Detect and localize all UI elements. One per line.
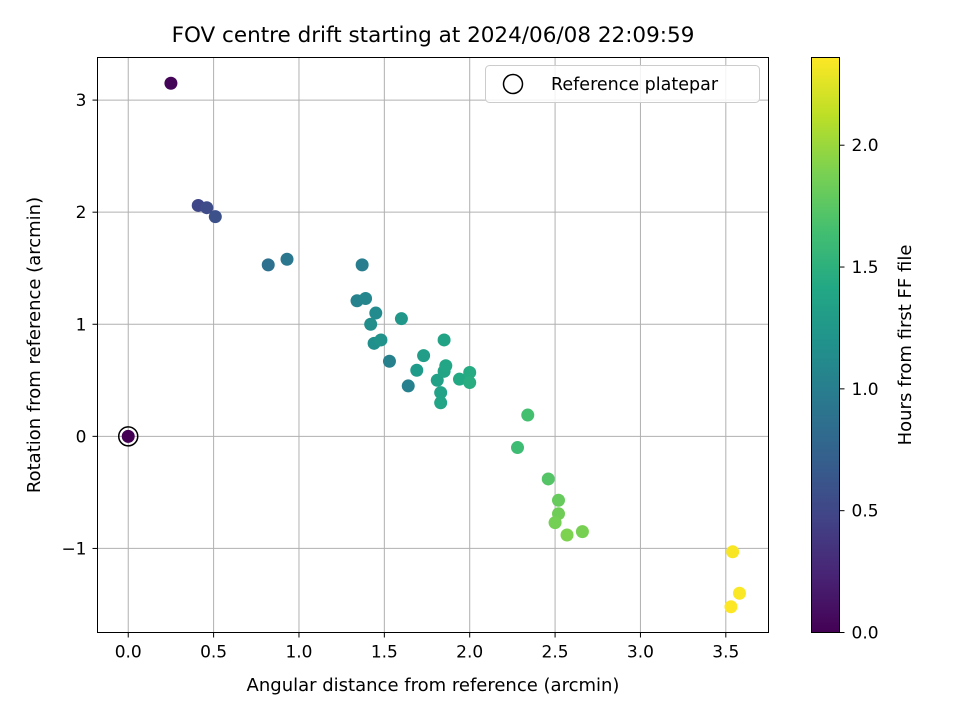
data-point — [434, 396, 448, 410]
data-point — [355, 258, 369, 272]
data-point — [382, 354, 396, 368]
colorbar-title: Hours from first FF file — [895, 245, 916, 446]
data-point — [369, 306, 383, 320]
x-tick-label: 0.5 — [200, 643, 227, 663]
legend-label-reference: Reference platepar — [551, 75, 719, 95]
data-point — [417, 349, 431, 363]
y-axis-title: Rotation from reference (arcmin) — [24, 197, 45, 493]
data-point — [437, 333, 451, 347]
data-point — [575, 525, 589, 539]
data-point — [511, 441, 525, 455]
data-point — [430, 373, 444, 387]
data-point — [463, 376, 477, 390]
colorbar-tick-label: 0.5 — [852, 502, 879, 522]
data-point — [394, 312, 408, 326]
x-axis-title: Angular distance from reference (arcmin) — [247, 675, 620, 696]
data-point — [732, 586, 746, 600]
data-point — [410, 363, 424, 377]
y-tick-label: 2 — [76, 203, 87, 223]
data-point — [452, 372, 466, 386]
data-point — [463, 365, 477, 379]
data-point — [121, 429, 135, 443]
legend-box — [485, 65, 760, 103]
x-tick-label: 2.5 — [542, 643, 569, 663]
data-point — [541, 472, 555, 486]
legend: Reference platepar — [485, 65, 760, 103]
scatter-points — [121, 76, 746, 614]
colorbar-tick-label: 0.0 — [852, 624, 879, 644]
data-point — [374, 333, 388, 347]
y-tick-label: 3 — [76, 91, 87, 111]
data-point — [208, 210, 222, 224]
data-point — [724, 600, 738, 614]
chart-title: FOV centre drift starting at 2024/06/08 … — [172, 23, 695, 48]
data-point — [521, 408, 535, 422]
data-point — [401, 379, 415, 393]
x-tick-label: 3.5 — [712, 643, 739, 663]
colorbar-tick-label: 1.0 — [852, 380, 879, 400]
colorbar-tick-label: 1.5 — [852, 258, 879, 278]
x-tick-label: 2.0 — [456, 643, 483, 663]
x-tick-label: 1.0 — [285, 643, 312, 663]
colorbar: 0.0 0.5 1.0 1.5 2.0 — [811, 57, 879, 644]
x-grid — [127, 57, 727, 633]
plot-background — [97, 57, 769, 633]
x-tick-label: 1.5 — [371, 643, 398, 663]
data-point — [439, 359, 453, 373]
legend-marker-reference — [502, 73, 524, 95]
data-point — [164, 76, 178, 90]
y-axis-ticks: −1 0 1 2 3 — [61, 91, 98, 559]
reference-marker-layer — [117, 426, 139, 447]
data-point — [364, 317, 378, 331]
colorbar-frame — [811, 57, 840, 633]
data-point — [560, 528, 574, 542]
y-tick-label: 1 — [76, 315, 87, 335]
x-tick-label: 0.0 — [115, 643, 142, 663]
data-point — [551, 493, 565, 507]
data-point — [261, 258, 275, 272]
data-point — [280, 252, 294, 266]
data-point — [548, 516, 562, 530]
colorbar-tick-label: 2.0 — [852, 136, 879, 156]
x-tick-label: 3.0 — [627, 643, 654, 663]
y-tick-label: 0 — [76, 427, 87, 447]
data-point — [434, 386, 448, 400]
x-axis-ticks: 0.0 0.5 1.0 1.5 2.0 2.5 3.0 3.5 — [115, 632, 739, 663]
y-tick-label: −1 — [61, 539, 86, 559]
colorbar-ticks: 0.0 0.5 1.0 1.5 2.0 — [839, 136, 879, 644]
data-point — [200, 201, 214, 215]
reference-platepar-marker — [117, 426, 139, 447]
data-point — [726, 545, 740, 559]
colorbar-gradient — [811, 57, 840, 633]
data-point — [359, 291, 373, 305]
y-grid — [97, 99, 769, 549]
plot-frame — [97, 57, 769, 633]
plot-area: 0.0 0.5 1.0 1.5 2.0 2.5 3.0 3.5 −1 0 1 2 3 — [61, 57, 769, 663]
